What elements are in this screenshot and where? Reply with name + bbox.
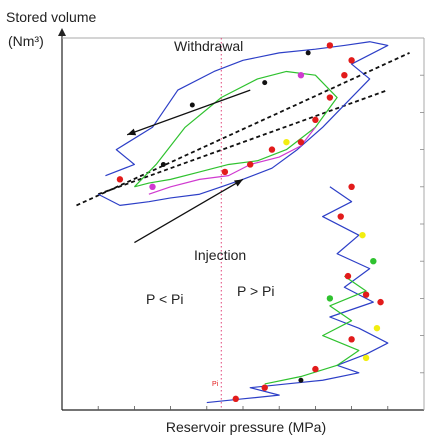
marker-red [344, 272, 352, 280]
marker-red [362, 291, 370, 298]
marker-red [348, 57, 355, 64]
marker-red [261, 384, 268, 391]
y-axis-arrowhead [58, 28, 66, 36]
marker-red [326, 94, 334, 101]
marker-red [312, 116, 319, 124]
marker-red [221, 168, 229, 176]
marker-black [262, 80, 268, 86]
marker-yellow [373, 324, 381, 332]
marker-red [348, 336, 355, 343]
direction-arrow [134, 178, 244, 244]
marker-red [116, 176, 124, 183]
marker-red [312, 365, 319, 373]
reference-lines [76, 52, 410, 207]
series-line-magenta [148, 126, 316, 195]
marker-red [297, 138, 305, 146]
marker-magenta [149, 183, 156, 190]
series-line-green [133, 70, 338, 188]
series-line-blue [97, 41, 389, 206]
direction-arrowhead [234, 179, 243, 187]
marker-black [189, 102, 195, 108]
arrows-group [126, 89, 251, 244]
x-axis-label: Reservoir pressure (MPa) [166, 419, 326, 435]
annotation-injection: Injection [194, 247, 246, 263]
series-group [97, 41, 389, 404]
annotation-p-greater: P > Pi [237, 283, 275, 299]
marker-red [337, 213, 344, 220]
marker-black [298, 377, 304, 383]
annotation-withdrawal: Withdrawal [174, 38, 243, 54]
marker-red [268, 146, 276, 153]
marker-yellow [359, 231, 366, 239]
marker-black [160, 161, 166, 167]
dashed-trend-line [76, 52, 410, 207]
annotation-p-less: P < Pi [146, 291, 184, 307]
series-line-green [264, 275, 367, 385]
marker-red [326, 42, 334, 49]
y-axis-label-line2: (Nm³) [8, 33, 44, 49]
markers-group [116, 42, 384, 403]
marker-red [341, 72, 348, 79]
marker-yellow [283, 138, 290, 146]
plot-frame [58, 28, 425, 411]
marker-green [370, 258, 377, 265]
dashed-trend-line [97, 89, 389, 196]
marker-yellow [362, 354, 370, 362]
direction-arrowhead [127, 128, 137, 136]
series-line-blue [206, 186, 389, 404]
marker-green [326, 295, 334, 302]
marker-magenta [297, 72, 305, 79]
y-axis-label-line1: Stored volume [6, 9, 96, 25]
direction-arrow [126, 89, 251, 136]
marker-red [232, 395, 239, 403]
marker-black [305, 50, 311, 56]
marker-red [247, 161, 254, 168]
annotation-pi-marker: Pi [212, 381, 219, 388]
marker-red [377, 298, 384, 306]
marker-red [348, 183, 355, 190]
